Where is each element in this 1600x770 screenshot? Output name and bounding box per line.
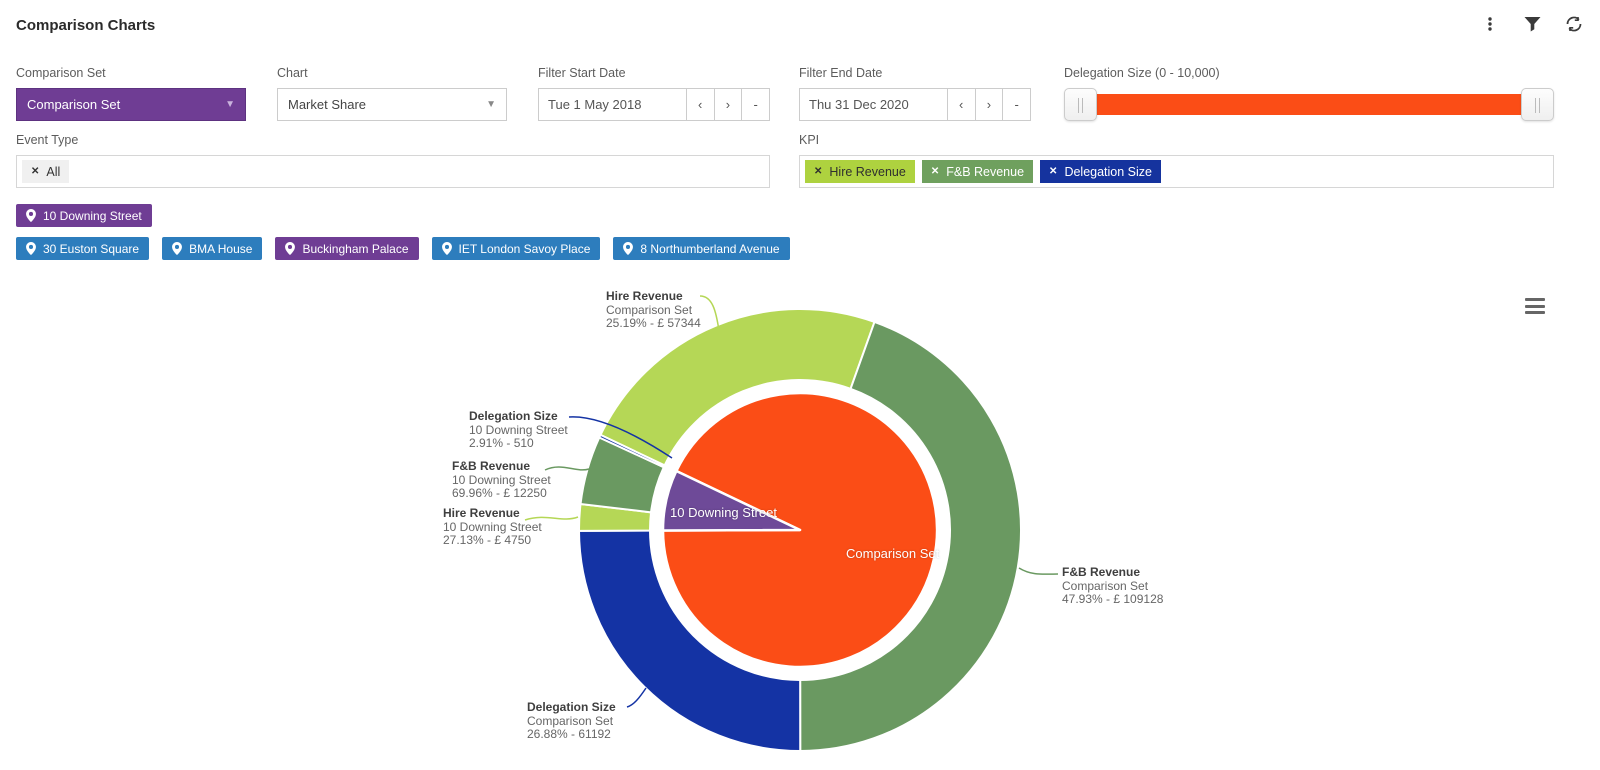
datalabel-hire-revenue-10-downing-street: Hire Revenue 10 Downing Street 27.13% - …: [443, 506, 542, 547]
remove-tag-icon[interactable]: ✕: [814, 165, 823, 177]
map-pin-icon: [172, 242, 183, 255]
refresh-icon[interactable]: [1564, 14, 1584, 34]
start-date-label: Filter Start Date: [538, 66, 626, 80]
selected-locations-row: 10 Downing Street: [16, 204, 152, 227]
location-tag-8-northumberland-avenue[interactable]: 8 Northumberland Avenue: [613, 237, 790, 260]
event-type-tagbox[interactable]: ✕ All: [16, 155, 770, 188]
end-date-input[interactable]: Thu 31 Dec 2020: [800, 89, 947, 120]
start-date-next-button[interactable]: ›: [713, 89, 742, 120]
chevron-down-icon: ▼: [486, 99, 496, 110]
comparison-set-field: Comparison Set Comparison Set ▼: [16, 66, 246, 121]
location-tag-30-euston-square[interactable]: 30 Euston Square: [16, 237, 150, 260]
start-date-prev-button[interactable]: ‹: [685, 89, 714, 120]
chart-field: Chart Market Share ▼: [277, 66, 507, 121]
kpi-label: KPI: [799, 133, 820, 147]
end-date-field: Filter End Date Thu 31 Dec 2020 ‹ › -: [799, 66, 1031, 121]
comparison-set-label: Comparison Set: [16, 66, 106, 80]
chart-context-menu-icon[interactable]: [1524, 296, 1546, 316]
filter-icon[interactable]: [1522, 14, 1542, 34]
delegation-size-label: Delegation Size (0 - 10,000): [1064, 66, 1220, 80]
location-tag-10-downing-street[interactable]: 10 Downing Street: [16, 204, 152, 227]
remove-tag-icon[interactable]: ✕: [930, 165, 940, 177]
event-type-tag-all[interactable]: ✕ All: [22, 160, 70, 183]
inner-label-10-downing-street: 10 Downing Street: [670, 505, 777, 520]
datalabel-fb-revenue-comparison-set: F&B Revenue Comparison Set 47.93% - £ 10…: [1062, 565, 1164, 606]
event-type-label: Event Type: [16, 133, 79, 147]
datalabel-delegation-size-10-downing-street: Delegation Size 10 Downing Street 2.91% …: [469, 409, 568, 450]
chart-value: Market Share: [288, 97, 367, 112]
location-tag-iet-london-savoy-place[interactable]: IET London Savoy Place: [431, 237, 601, 260]
event-type-field: Event Type ✕ All: [16, 133, 770, 188]
delegation-size-field: Delegation Size (0 - 10,000): [1064, 66, 1554, 121]
map-pin-icon: [285, 242, 296, 255]
chart-select[interactable]: Market Share ▼: [277, 88, 507, 121]
kpi-tagbox[interactable]: ✕ Hire Revenue ✕ F&B Revenue ✕ Delegatio…: [799, 155, 1554, 188]
slider-handle-min[interactable]: [1064, 88, 1097, 121]
end-date-next-button[interactable]: ›: [974, 89, 1003, 120]
location-tag-buckingham-palace[interactable]: Buckingham Palace: [275, 237, 419, 260]
chevron-down-icon: ▼: [225, 99, 235, 110]
map-pin-icon: [623, 242, 634, 255]
end-date-prev-button[interactable]: ‹: [946, 89, 975, 120]
slider-track: [1066, 94, 1552, 115]
comparison-set-select[interactable]: Comparison Set ▼: [16, 88, 246, 121]
chart-label: Chart: [277, 66, 308, 80]
kpi-tag-delegation-size[interactable]: ✕ Delegation Size: [1040, 160, 1161, 183]
kpi-tag-hire-revenue[interactable]: ✕ Hire Revenue: [805, 160, 915, 183]
map-pin-icon: [26, 242, 36, 255]
datalabel-delegation-size-comparison-set: Delegation Size Comparison Set 26.88% - …: [527, 700, 616, 741]
available-locations-row: 30 Euston Square BMA House Buckingham Pa…: [16, 237, 790, 260]
remove-tag-icon[interactable]: ✕: [31, 165, 40, 177]
map-pin-icon: [441, 242, 452, 255]
inner-label-comparison-set: Comparison Set: [846, 546, 940, 561]
header-toolbar: [1480, 14, 1584, 34]
page-title: Comparison Charts: [16, 17, 156, 34]
delegation-size-slider: [1064, 88, 1554, 121]
start-date-field: Filter Start Date Tue 1 May 2018 ‹ › -: [538, 66, 770, 121]
end-date-label: Filter End Date: [799, 66, 883, 80]
datalabel-fb-revenue-10-downing-street: F&B Revenue 10 Downing Street 69.96% - £…: [452, 459, 551, 500]
remove-tag-icon[interactable]: ✕: [1049, 165, 1058, 177]
location-tag-bma-house[interactable]: BMA House: [162, 237, 263, 260]
start-date-clear-button[interactable]: -: [741, 89, 770, 120]
end-date-clear-button[interactable]: -: [1002, 89, 1031, 120]
kpi-field: KPI ✕ Hire Revenue ✕ F&B Revenue ✕ Deleg…: [799, 133, 1554, 188]
kpi-tag-fb-revenue[interactable]: ✕ F&B Revenue: [921, 160, 1034, 183]
slider-handle-max[interactable]: [1521, 88, 1554, 121]
map-pin-icon: [26, 209, 36, 222]
datalabel-hire-revenue-comparison-set: Hire Revenue Comparison Set 25.19% - £ 5…: [606, 289, 701, 330]
kebab-menu-icon[interactable]: [1480, 14, 1500, 34]
comparison-set-value: Comparison Set: [27, 97, 121, 112]
start-date-input[interactable]: Tue 1 May 2018: [539, 89, 686, 120]
